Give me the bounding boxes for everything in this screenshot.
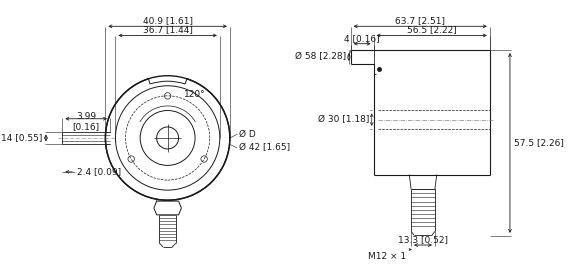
Text: Ø 30 [1.18]: Ø 30 [1.18]: [318, 115, 369, 124]
Text: M12 × 1: M12 × 1: [368, 252, 406, 260]
Text: 57.5 [2.26]: 57.5 [2.26]: [514, 139, 563, 147]
Text: Ø 58 [2.28]: Ø 58 [2.28]: [295, 53, 346, 61]
Text: 63.7 [2.51]: 63.7 [2.51]: [395, 16, 446, 25]
Text: 56.5 [2.22]: 56.5 [2.22]: [407, 26, 456, 34]
Text: 14 [0.55]: 14 [0.55]: [1, 133, 42, 142]
Text: 40.9 [1.61]: 40.9 [1.61]: [143, 16, 193, 25]
Text: 36.7 [1.44]: 36.7 [1.44]: [143, 26, 192, 34]
Text: 2.4 [0.09]: 2.4 [0.09]: [77, 167, 121, 176]
Text: 3.99
[0.16]: 3.99 [0.16]: [73, 112, 100, 131]
Text: Ø D: Ø D: [239, 130, 256, 139]
Text: 120°: 120°: [184, 90, 206, 98]
Text: Ø 42 [1.65]: Ø 42 [1.65]: [239, 144, 290, 153]
Text: 4 [0.16]: 4 [0.16]: [344, 34, 380, 43]
Text: 13.3 [0.52]: 13.3 [0.52]: [398, 235, 448, 244]
